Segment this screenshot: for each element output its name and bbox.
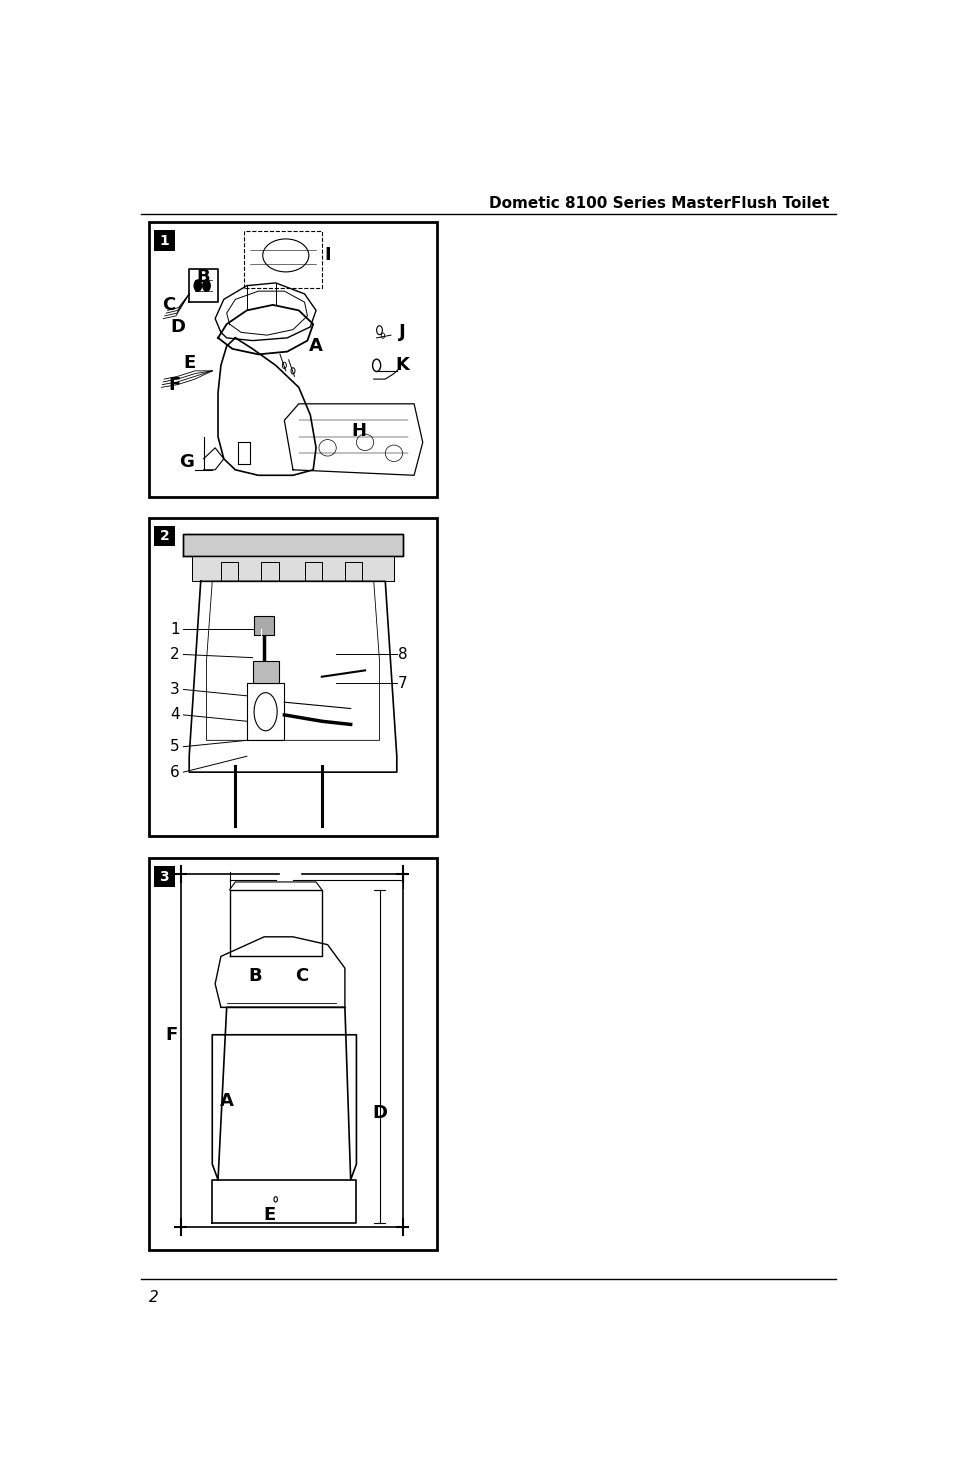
Text: D: D [170,319,185,336]
Text: 1: 1 [170,621,179,637]
Text: 1: 1 [159,233,169,248]
Text: 2: 2 [149,1291,158,1305]
Text: 8: 8 [397,648,407,662]
Bar [149,858,436,1251]
Text: G: G [178,453,193,471]
Text: J: J [398,323,406,341]
Bar [149,223,436,497]
Text: 6: 6 [170,764,179,780]
Text: A: A [309,338,323,355]
Text: I: I [324,246,331,264]
Bar [153,866,174,886]
Text: B: B [196,268,211,286]
Text: 3: 3 [170,681,179,698]
Text: 5: 5 [170,739,179,754]
Text: E: E [264,1207,275,1224]
Text: D: D [372,1105,387,1122]
Bar [183,534,402,556]
Text: K: K [395,357,409,375]
Text: 4: 4 [170,708,179,723]
Text: F: F [169,376,181,394]
Text: F: F [166,1025,178,1044]
Text: E: E [183,354,195,372]
Bar [153,525,174,546]
Text: Dometic 8100 Series MasterFlush Toilet: Dometic 8100 Series MasterFlush Toilet [488,196,828,211]
Text: 2: 2 [170,648,179,662]
Bar [192,556,394,581]
Bar [153,230,174,251]
Bar [253,617,274,636]
Circle shape [203,280,210,292]
Bar [149,518,436,836]
Text: 7: 7 [397,676,407,690]
Bar [253,661,278,683]
Text: 2: 2 [159,530,169,543]
Text: 3: 3 [159,870,169,884]
Text: H: H [352,422,367,441]
Text: C: C [294,968,308,985]
Text: C: C [162,296,175,314]
Text: A: A [219,1093,233,1111]
Text: B: B [249,968,262,985]
Circle shape [194,280,201,292]
